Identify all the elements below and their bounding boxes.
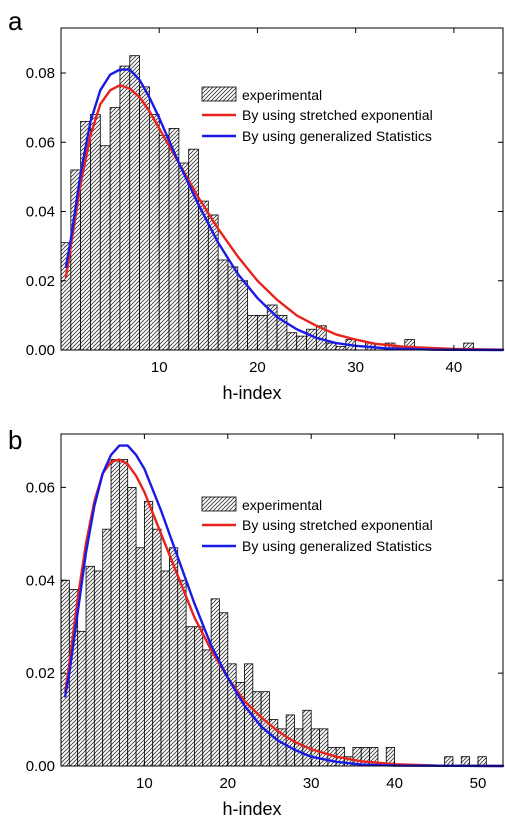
histogram-bar [119, 65, 131, 351]
legend-label: By using stretched exponential [242, 107, 433, 123]
y-tick-label: 0.00 [26, 758, 55, 775]
legend: experimental By using stretched exponenti… [201, 86, 433, 144]
histogram-bar [109, 107, 121, 351]
histogram-bar [227, 266, 239, 351]
histogram-bar [306, 328, 317, 351]
x-tick-label: 30 [303, 775, 320, 792]
y-tick-label: 0.00 [26, 342, 55, 359]
histogram-bar [185, 626, 195, 767]
histogram-bar [160, 570, 170, 767]
histogram-bar [177, 579, 187, 767]
chart-panel-a: a 0.00 0.02 0.04 0.06 0.08 10 20 30 40 h-index expe… [8, 6, 505, 403]
panel-label: a [8, 6, 23, 36]
generalized-statistics-curve [63, 444, 505, 768]
legend-label: experimental [242, 87, 322, 103]
histogram-bar [118, 459, 129, 767]
y-tick-label: 0.04 [26, 204, 55, 221]
histogram-bar [169, 547, 179, 767]
histogram-bars [60, 55, 474, 351]
histogram-bar [158, 134, 170, 351]
histogram-bar [247, 314, 258, 351]
legend: experimental By using stretched exponenti… [201, 496, 433, 554]
histogram-bar [296, 335, 307, 351]
histogram-bar [143, 500, 154, 767]
chart-panel-b: b 0.00 0.02 0.04 0.06 10 20 30 40 50 h-index experi… [8, 425, 505, 819]
generalized-statistics-curve [64, 68, 505, 352]
legend-swatch-experimental [201, 496, 237, 512]
histogram-bar [477, 756, 487, 767]
histogram-bar [198, 200, 209, 351]
legend-label: By using generalized Statistics [242, 128, 432, 144]
histogram-bar [202, 649, 212, 767]
y-tick-label: 0.06 [26, 479, 55, 496]
legend-label: By using stretched exponential [242, 517, 433, 533]
x-tick-label: 40 [446, 359, 463, 376]
histogram-bar [237, 280, 249, 351]
plot-frame [60, 433, 504, 767]
histogram-bar [178, 162, 190, 351]
histogram-bar [77, 630, 87, 767]
histogram-bar [99, 145, 111, 351]
plot-frame [60, 27, 504, 351]
x-axis-title: h-index [222, 383, 281, 403]
histogram-bar [194, 626, 204, 767]
y-tick-label: 0.02 [26, 665, 55, 682]
histogram-bar [302, 709, 312, 767]
histogram-bar [102, 528, 112, 767]
histogram-bar [152, 528, 162, 767]
histogram-bar [217, 259, 229, 351]
x-tick-label: 20 [249, 359, 266, 376]
histogram-bar [148, 114, 160, 351]
x-tick-label: 30 [347, 359, 364, 376]
y-tick-label: 0.02 [26, 273, 55, 290]
panel-label: b [8, 425, 22, 455]
histogram-bar [93, 570, 104, 767]
x-tick-label: 10 [151, 359, 168, 376]
histogram-bar [360, 747, 370, 767]
histogram-bar [219, 612, 229, 767]
y-tick-label: 0.08 [26, 65, 55, 82]
x-tick-label: 20 [219, 775, 236, 792]
x-tick-label: 10 [136, 775, 153, 792]
histogram-bars [60, 459, 487, 767]
x-axis-title: h-index [222, 799, 281, 819]
histogram-bar [210, 598, 220, 767]
histogram-bar [139, 86, 150, 351]
y-tick-label: 0.04 [26, 572, 55, 589]
x-tick-label: 40 [386, 775, 403, 792]
y-tick-label: 0.06 [26, 134, 55, 151]
histogram-bar [135, 547, 145, 767]
histogram-bar [90, 114, 101, 351]
histogram-bar [252, 691, 262, 767]
histogram-bar [335, 346, 347, 351]
histogram-bar [294, 728, 304, 767]
histogram-bar [110, 459, 120, 767]
histogram-bar [310, 728, 320, 767]
histogram-bar [129, 55, 140, 351]
legend-swatch-experimental [201, 86, 237, 102]
histogram-bar [325, 342, 337, 351]
histogram-bar [188, 148, 199, 351]
histogram-bar [85, 565, 95, 767]
stretched-exponential-curve [64, 83, 505, 351]
x-tick-label: 50 [470, 775, 487, 792]
histogram-bar [257, 314, 268, 351]
legend-label: By using generalized Statistics [242, 538, 432, 554]
histogram-bar [286, 332, 298, 351]
legend-label: experimental [242, 497, 322, 513]
histogram-bar [127, 486, 137, 767]
